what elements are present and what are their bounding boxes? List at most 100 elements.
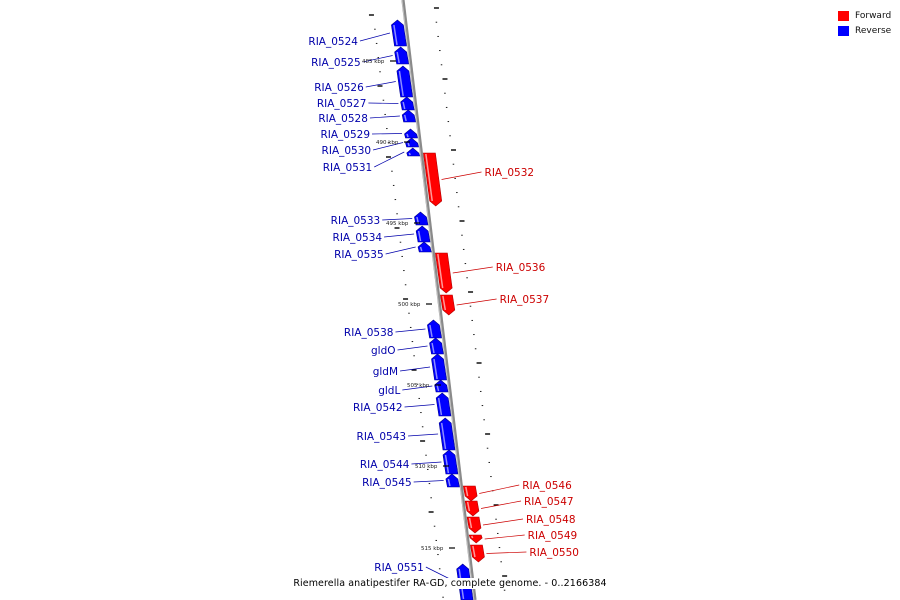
gene-highlight <box>436 384 440 392</box>
gene-ria_0535[interactable]: RIA_0535 <box>334 241 432 261</box>
gene-highlight <box>437 253 444 289</box>
gene-highlight <box>471 535 474 539</box>
gene-highlight <box>447 478 451 487</box>
gene-highlight <box>472 545 476 558</box>
gene-arrow[interactable] <box>435 392 452 417</box>
gene-label: RIA_0524 <box>308 36 358 48</box>
gene-ria_0542[interactable]: RIA_0542 <box>353 392 452 417</box>
gene-ria_0536[interactable]: RIA_0536 <box>435 252 546 294</box>
gene-label-leader <box>399 366 431 372</box>
gene-label-leader <box>359 32 391 42</box>
genome-caption: Riemerella anatipestifer RA-GD, complete… <box>0 578 900 589</box>
gene-label-leader <box>369 115 400 119</box>
gene-ria_0528[interactable]: RIA_0528 <box>318 109 417 125</box>
gene-highlight <box>466 501 471 512</box>
gene-label: RIA_0551 <box>374 562 424 574</box>
gene-ria_0531[interactable]: RIA_0531 <box>323 147 421 174</box>
gene-arrow[interactable] <box>427 319 442 339</box>
gene-ria_0534[interactable]: RIA_0534 <box>333 225 431 244</box>
gene-label: RIA_0547 <box>524 496 574 508</box>
gene-label: RIA_0531 <box>323 162 373 174</box>
scale-label: 515 kbp <box>421 546 444 552</box>
reverse-swatch <box>838 25 849 36</box>
gene-ria_0525[interactable]: RIA_0525 <box>311 46 410 69</box>
gene-ria_0530[interactable]: RIA_0530 <box>322 137 420 157</box>
gene-ria_0547[interactable]: RIA_0547 <box>464 496 574 517</box>
gene-gldo[interactable]: gldO <box>371 337 444 357</box>
gene-label-leader <box>480 500 522 509</box>
gene-highlight <box>393 24 398 46</box>
gene-ria_0527[interactable]: RIA_0527 <box>317 96 415 111</box>
gene-label: RIA_0527 <box>317 98 367 110</box>
gene-arrow[interactable] <box>445 473 460 488</box>
legend: Forward Reverse <box>838 8 891 38</box>
backbone-highlight <box>401 0 475 600</box>
gene-label-leader <box>411 461 442 465</box>
gene-label: RIA_0545 <box>362 477 412 489</box>
gene-highlight <box>417 230 422 242</box>
gene-label: RIA_0530 <box>322 145 372 157</box>
gene-ria_0533[interactable]: RIA_0533 <box>331 211 429 227</box>
gene-label: RIA_0535 <box>334 249 384 261</box>
gene-highlight <box>398 70 404 97</box>
gene-highlight <box>440 422 447 450</box>
gene-label-leader <box>408 433 439 437</box>
gene-highlight <box>437 397 443 416</box>
gene-ria_0544[interactable]: RIA_0544 <box>360 449 459 475</box>
gene-label: RIA_0526 <box>314 82 364 94</box>
gene-label-leader <box>382 218 413 221</box>
scale-label: 510 kbp <box>415 464 438 470</box>
gene-ria_0543[interactable]: RIA_0543 <box>357 417 456 451</box>
gene-highlight <box>444 454 450 474</box>
gene-ria_0532[interactable]: RIA_0532 <box>423 152 535 207</box>
gene-label-leader <box>456 298 497 306</box>
forward-swatch <box>838 10 849 21</box>
gene-ria_0529[interactable]: RIA_0529 <box>320 128 418 141</box>
gene-ria_0546[interactable]: RIA_0546 <box>462 480 572 502</box>
gene-arrow[interactable] <box>394 46 410 65</box>
gene-label: RIA_0544 <box>360 459 410 471</box>
gene-ria_0524[interactable]: RIA_0524 <box>308 19 407 48</box>
gene-ria_0550[interactable]: RIA_0550 <box>470 544 579 563</box>
gene-highlight <box>408 152 411 156</box>
gene-highlight <box>465 486 469 497</box>
gene-label: RIA_0543 <box>357 431 407 443</box>
gene-arrow[interactable] <box>391 19 407 47</box>
gene-ria_0537[interactable]: RIA_0537 <box>440 294 549 316</box>
gene-label: RIA_0529 <box>320 129 370 141</box>
gene-highlight <box>429 324 433 338</box>
gene-arrow[interactable] <box>468 534 483 544</box>
gene-label: RIA_0532 <box>485 167 535 179</box>
gene-label: RIA_0533 <box>331 215 381 227</box>
gene-label-leader <box>373 142 404 151</box>
gene-ria_0548[interactable]: RIA_0548 <box>466 514 576 534</box>
gene-arrow[interactable] <box>415 225 431 243</box>
gene-label-leader <box>372 133 403 135</box>
gene-gldl[interactable]: gldL <box>378 379 449 397</box>
gene-ria_0526[interactable]: RIA_0526 <box>314 65 413 98</box>
gene-arrow[interactable] <box>431 353 447 381</box>
gene-ria_0549[interactable]: RIA_0549 <box>468 530 577 544</box>
gene-arrow[interactable] <box>406 147 421 157</box>
gene-arrow[interactable] <box>404 128 418 139</box>
gene-highlight <box>431 342 435 354</box>
gene-arrow[interactable] <box>400 96 415 111</box>
legend-forward-label: Forward <box>855 10 892 21</box>
caption-text: Riemerella anatipestifer RA-GD, complete… <box>291 578 609 589</box>
gene-label-leader <box>484 534 525 540</box>
scale-labels: 485 kbp 490 kbp 495 kbp 500 kbp 505 kbp 510 k… <box>362 59 455 552</box>
gene-label: RIA_0536 <box>496 262 546 274</box>
gene-highlight <box>468 517 473 529</box>
gene-arrow[interactable] <box>429 337 444 355</box>
gene-label-leader <box>441 171 482 180</box>
gene-label-leader <box>365 81 396 88</box>
gene-ria_0538[interactable]: RIA_0538 <box>344 319 442 339</box>
gene-gldm[interactable]: gldM <box>373 353 447 381</box>
gene-highlight <box>442 295 447 311</box>
scale-label: 490 kbp <box>376 140 399 146</box>
gene-ria_0545[interactable]: RIA_0545 <box>362 473 460 489</box>
gene-label: gldL <box>378 385 400 397</box>
gene-highlight <box>403 114 407 122</box>
gene-arrow[interactable] <box>442 449 459 475</box>
gene-arrow[interactable] <box>417 241 432 253</box>
